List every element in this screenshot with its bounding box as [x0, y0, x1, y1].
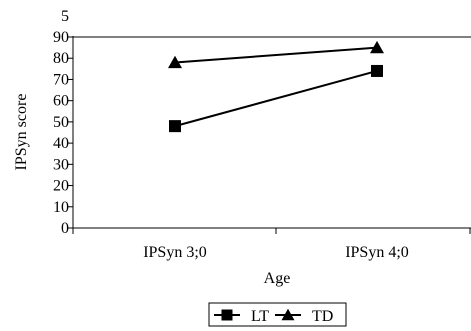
x-axis-title: Age [264, 270, 291, 287]
y-tick-label: 40 [53, 135, 69, 152]
y-tick-label: 60 [53, 93, 69, 110]
y-tick-label: 30 [53, 156, 69, 173]
legend-marker-lt [221, 309, 233, 321]
y-tick-label: 0 [61, 220, 69, 237]
data-point-lt [371, 64, 383, 77]
legend: LT TD [208, 302, 347, 327]
series-line-lt [174, 69, 378, 128]
y-tick-label: 50 [53, 114, 69, 131]
series-line-td [174, 46, 378, 64]
x-tick-label: IPSyn 3;0 [143, 244, 207, 261]
y-tick-label: 5 [61, 8, 69, 25]
legend-marker-td [281, 308, 295, 321]
y-axis-title: IPSyn score [13, 94, 30, 171]
data-point-td [168, 55, 182, 69]
y-tick-label: 20 [53, 178, 69, 195]
series-td [168, 40, 384, 69]
data-point-lt [169, 120, 181, 133]
series-lt [169, 64, 383, 133]
y-tick-label: 80 [53, 50, 69, 67]
y-tick-label: 70 [53, 71, 69, 88]
legend-label-lt: LT [251, 308, 269, 325]
x-tick-label: IPSyn 4;0 [345, 244, 409, 261]
data-point-td [370, 40, 384, 54]
y-tick-labels: 0 10 20 30 40 50 60 70 80 90 5 [53, 8, 69, 237]
y-tick-label: 90 [53, 29, 69, 46]
x-tick-labels: IPSyn 3;0 IPSyn 4;0 [143, 244, 409, 261]
legend-label-td: TD [312, 308, 333, 325]
series-layer [168, 40, 384, 133]
y-tick-label: 10 [53, 199, 69, 216]
axes [68, 36, 471, 234]
